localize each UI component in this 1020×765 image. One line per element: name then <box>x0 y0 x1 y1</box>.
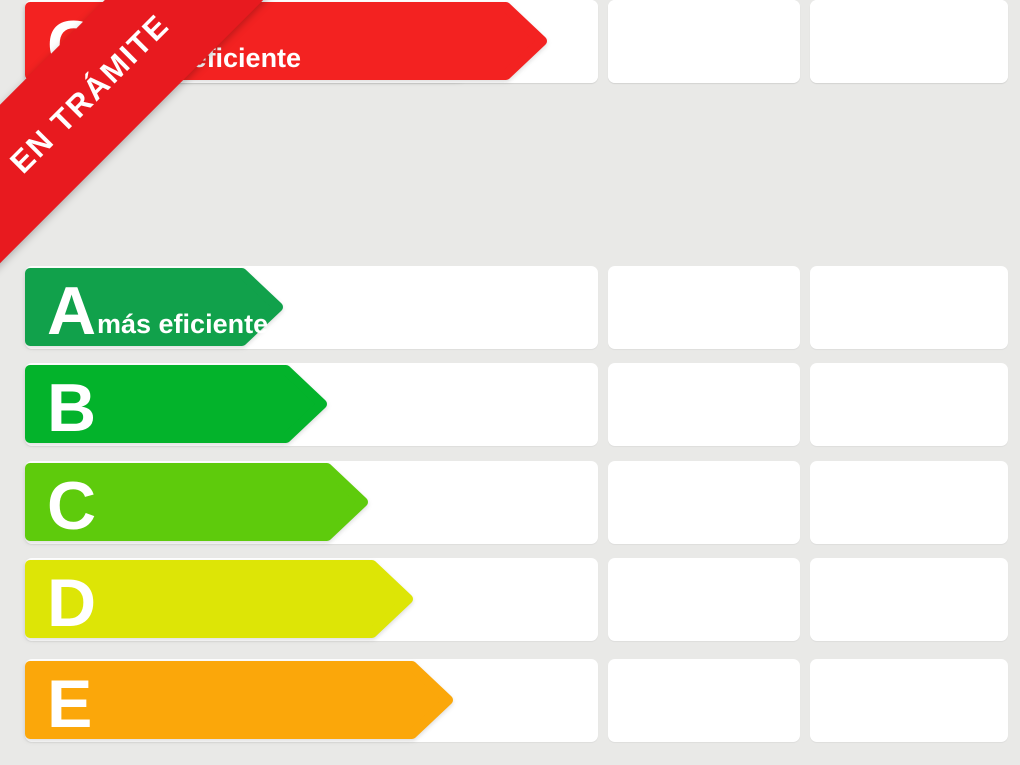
rating-row-a: A más eficiente <box>0 266 1020 349</box>
consumo-value-cell <box>608 659 800 742</box>
emisiones-value-cell <box>810 558 1008 641</box>
consumo-value-cell <box>608 0 800 83</box>
emisiones-value-cell <box>810 0 1008 83</box>
rating-note: más eficiente <box>97 309 269 339</box>
rating-letter: C <box>47 468 97 544</box>
rating-arrow: D <box>25 560 413 638</box>
rating-letter: D <box>47 565 97 641</box>
rating-arrow: C <box>25 463 368 541</box>
rating-letter: A <box>47 273 97 349</box>
consumo-value-cell <box>608 363 800 446</box>
rating-arrow: A más eficiente <box>25 268 283 346</box>
emisiones-value-cell <box>810 363 1008 446</box>
rating-row-c: C <box>0 461 1020 544</box>
consumo-value-cell <box>608 558 800 641</box>
rating-row-d: D <box>0 558 1020 641</box>
rating-letter: E <box>47 666 93 742</box>
rating-row-b: B <box>0 363 1020 446</box>
consumo-value-cell <box>608 266 800 349</box>
emisiones-value-cell <box>810 461 1008 544</box>
consumo-value-cell <box>608 461 800 544</box>
emisiones-value-cell <box>810 659 1008 742</box>
emisiones-value-cell <box>810 266 1008 349</box>
rating-letter: B <box>47 370 97 446</box>
rating-arrow: B <box>25 365 327 443</box>
rating-row-e: E <box>0 659 1020 742</box>
rating-arrow: E <box>25 661 453 739</box>
